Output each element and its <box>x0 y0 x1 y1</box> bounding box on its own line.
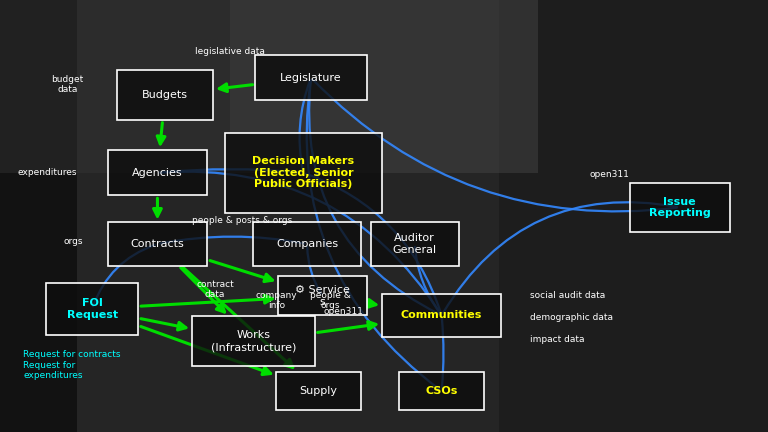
FancyBboxPatch shape <box>278 276 366 315</box>
FancyBboxPatch shape <box>399 372 484 410</box>
FancyBboxPatch shape <box>630 182 730 232</box>
FancyArrowPatch shape <box>443 202 677 313</box>
Text: company
info: company info <box>256 291 297 310</box>
Text: Issue
Reporting: Issue Reporting <box>649 197 710 218</box>
Text: demographic data: demographic data <box>530 313 613 322</box>
FancyArrowPatch shape <box>93 245 155 306</box>
Text: FOI
Request: FOI Request <box>67 298 118 320</box>
FancyArrowPatch shape <box>313 80 677 211</box>
FancyArrowPatch shape <box>309 80 439 314</box>
FancyArrowPatch shape <box>442 318 443 388</box>
Text: people & posts & orgs: people & posts & orgs <box>192 216 292 225</box>
Bar <box>77 0 499 432</box>
FancyBboxPatch shape <box>371 222 458 266</box>
Text: budget
data: budget data <box>51 75 84 94</box>
FancyArrowPatch shape <box>306 80 439 389</box>
FancyArrowPatch shape <box>161 237 304 244</box>
Bar <box>0 0 77 432</box>
Text: legislative data: legislative data <box>196 48 265 56</box>
Text: Decision Makers
(Elected, Senior
Public Officials): Decision Makers (Elected, Senior Public … <box>253 156 354 189</box>
Text: Companies: Companies <box>276 239 338 249</box>
FancyBboxPatch shape <box>255 55 367 101</box>
FancyBboxPatch shape <box>117 70 213 120</box>
FancyBboxPatch shape <box>382 294 501 337</box>
FancyBboxPatch shape <box>46 283 138 335</box>
FancyBboxPatch shape <box>276 372 361 410</box>
Text: impact data: impact data <box>530 335 584 343</box>
Text: contract
data: contract data <box>196 280 234 299</box>
Text: ⚙ Service
s: ⚙ Service s <box>295 285 350 307</box>
FancyArrowPatch shape <box>415 247 440 313</box>
Text: open311: open311 <box>590 171 630 179</box>
Text: social audit data: social audit data <box>530 292 605 300</box>
FancyArrowPatch shape <box>300 80 310 170</box>
Text: Communities: Communities <box>401 310 482 321</box>
Text: CSOs: CSOs <box>425 386 458 396</box>
Text: Works
(Infrastructure): Works (Infrastructure) <box>210 330 296 352</box>
Text: Budgets: Budgets <box>142 90 188 100</box>
Bar <box>0 0 538 173</box>
Bar <box>499 0 768 432</box>
FancyBboxPatch shape <box>253 222 361 266</box>
Text: open311: open311 <box>323 308 363 316</box>
Text: Legislature: Legislature <box>280 73 342 83</box>
FancyBboxPatch shape <box>108 222 207 266</box>
FancyBboxPatch shape <box>225 133 382 213</box>
Text: Request for contracts
Request for
expenditures: Request for contracts Request for expend… <box>23 350 121 380</box>
Text: orgs: orgs <box>63 238 83 246</box>
FancyArrowPatch shape <box>161 172 440 313</box>
Text: Supply: Supply <box>300 386 338 396</box>
FancyArrowPatch shape <box>306 174 441 313</box>
Text: Agencies: Agencies <box>132 168 183 178</box>
Text: expenditures: expenditures <box>18 168 78 177</box>
FancyArrowPatch shape <box>161 169 300 172</box>
Text: Contracts: Contracts <box>131 239 184 249</box>
Text: people &
orgs: people & orgs <box>310 291 351 310</box>
FancyArrowPatch shape <box>307 247 321 294</box>
Bar <box>230 0 538 173</box>
FancyBboxPatch shape <box>192 316 315 366</box>
FancyBboxPatch shape <box>108 150 207 196</box>
Text: Auditor
General: Auditor General <box>392 233 437 255</box>
